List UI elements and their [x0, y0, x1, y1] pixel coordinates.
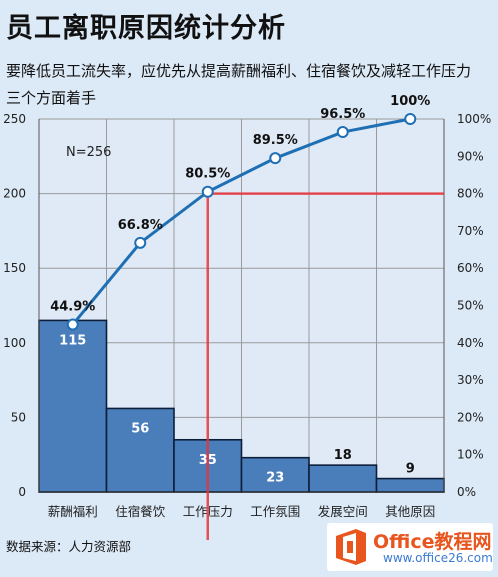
line-value-label: 44.9% [50, 300, 95, 315]
y-right-tick-label: 0% [457, 485, 476, 499]
y-right-tick-label: 40% [457, 336, 484, 350]
y-right-tick-label: 90% [457, 149, 484, 163]
watermark-text: Office教程网 [373, 531, 492, 553]
bar-value-label: 56 [131, 421, 149, 436]
y-left-tick-label: 200 [3, 187, 26, 201]
line-point [66, 318, 79, 331]
chart-title: 员工离职原因统计分析 [6, 13, 286, 44]
line-value-label: 100% [390, 94, 430, 109]
bar [375, 477, 445, 493]
chart-subtitle: 要降低员工流失率，应优先从提高薪酬福利、住宿餐饮及减轻工作压力三个方面着手 [6, 62, 472, 107]
bar-value-label: 115 [59, 333, 86, 348]
bar-value-label: 9 [406, 462, 415, 477]
y-right-tick-label: 50% [457, 299, 484, 313]
watermark-url: www.office26.com [383, 551, 493, 565]
cumulative-line-layer: 44.9% 66.8% 80.5% 89.5% 96.5% 100% [50, 94, 430, 331]
bar [105, 407, 175, 493]
y-right-tick-label: 70% [457, 224, 484, 238]
grid-layer [38, 118, 445, 493]
bar-value-label: 23 [266, 471, 284, 486]
line-value-label: 66.8% [118, 218, 163, 233]
y-right-tick-label: 80% [457, 187, 484, 201]
reference-layer [206, 192, 444, 540]
line-point [201, 185, 214, 198]
data-source: 数据来源：人力资源部 [6, 539, 132, 554]
line-point [336, 126, 349, 139]
line-point [404, 113, 417, 125]
y-left-tick-label: 50 [11, 410, 26, 424]
y-right-tick-label: 10% [457, 448, 484, 462]
bar [308, 464, 378, 493]
line-value-label: 80.5% [185, 167, 230, 182]
y-right-tick-label: 100% [457, 112, 491, 126]
bar-value-label: 18 [334, 448, 352, 463]
y-left-tick-label: 250 [3, 112, 26, 126]
x-tick-label: 工作氛围 [250, 504, 300, 519]
y-left-tick-label: 150 [3, 261, 26, 275]
x-tick-label: 其他原因 [385, 504, 435, 519]
y-right-tick-label: 20% [457, 410, 484, 424]
x-tick-label: 住宿餐饮 [115, 504, 166, 519]
line-point [269, 152, 282, 165]
cumulative-percent-line [71, 117, 411, 326]
x-tick-label: 发展空间 [318, 504, 368, 519]
line-value-label: 96.5% [320, 107, 365, 122]
line-value-label: 89.5% [253, 133, 298, 148]
axis-layer: 0 50 100 150 200 250 0% 10% 20% 30% 40% 50% 60% 70% 80… [3, 112, 491, 519]
y-left-tick-label: 0 [18, 485, 26, 499]
y-right-tick-label: 30% [457, 373, 484, 387]
y-left-tick-label: 100 [3, 336, 26, 350]
office-logo-icon [336, 529, 366, 565]
line-point [134, 236, 147, 249]
sample-size-annotation: N=256 [66, 145, 111, 160]
watermark-logo: Office教程网 www.office26.com [327, 523, 493, 571]
x-tick-label: 薪酬福利 [48, 504, 98, 519]
y-right-tick-label: 60% [457, 261, 484, 275]
